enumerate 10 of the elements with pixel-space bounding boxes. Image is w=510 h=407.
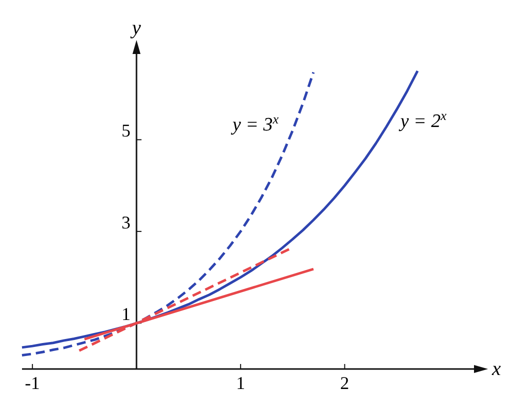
x-tick-label: 1 xyxy=(236,373,246,393)
x-tick-label: 2 xyxy=(340,373,350,393)
x-axis-title: x xyxy=(491,358,501,380)
y-tick-label: 1 xyxy=(122,304,130,324)
series-label: y = 3$^{x}$ xyxy=(230,111,279,136)
series-label: y = 2$^{x}$ xyxy=(398,107,447,132)
y-tick-label: 5 xyxy=(122,120,130,141)
x-tick-label: -1 xyxy=(24,373,40,393)
y-tick-label: 3 xyxy=(122,212,130,232)
y-axis-title: y xyxy=(130,17,142,39)
